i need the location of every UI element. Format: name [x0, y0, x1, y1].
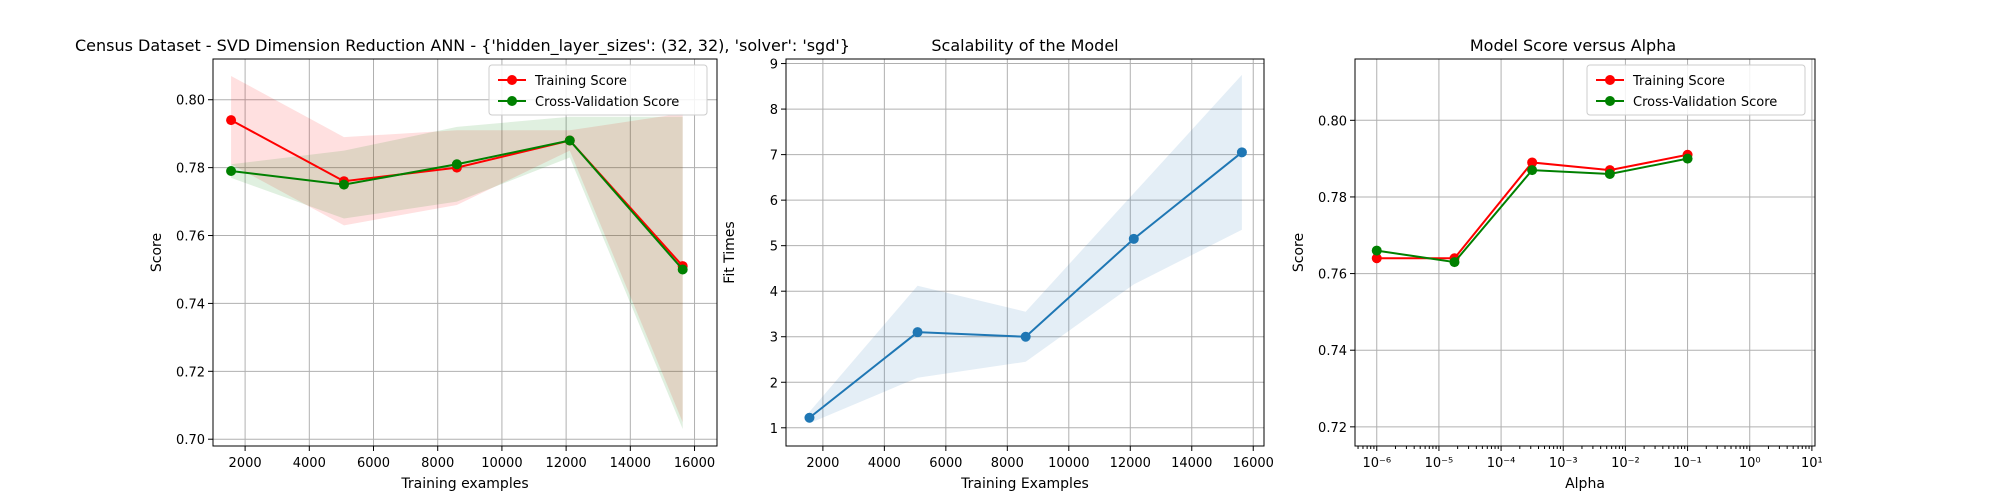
- alpha-chart-group: [1350, 58, 1816, 451]
- scalability-chart-data-point: [1236, 147, 1247, 158]
- alpha-chart-y-tick-label: 0.72: [1318, 421, 1347, 436]
- alpha-chart-x-tick-label: 10⁻¹: [1673, 456, 1702, 471]
- scalability-chart-y-tick-label: 1: [770, 422, 778, 437]
- alpha-chart-legend-marker-0: [1605, 75, 1615, 85]
- alpha-chart-data-point: [1371, 253, 1382, 264]
- scalability-chart-x-axis-label: Training Examples: [960, 476, 1089, 492]
- scalability-chart-x-tick-label: 6000: [929, 456, 962, 471]
- score-chart-axes-frame: [212, 58, 718, 447]
- alpha-chart-data-point: [1527, 157, 1538, 168]
- score-chart-legend-marker-1: [507, 96, 517, 106]
- score-chart-y-tick-label: 0.78: [176, 162, 205, 177]
- alpha-chart-y-tick-label: 0.80: [1318, 114, 1347, 129]
- scalability-chart-x-tick-label: 10000: [1048, 456, 1089, 471]
- alpha-chart-x-tick-label: 10⁻⁴: [1487, 456, 1516, 471]
- alpha-chart-legend-box: [1586, 64, 1806, 116]
- scalability-chart-title: Scalability of the Model: [931, 36, 1118, 55]
- score-chart-band-1: [231, 116, 683, 430]
- alpha-chart-x-axis-label: Alpha: [1565, 476, 1605, 492]
- score-chart-x-tick-label: 14000: [610, 456, 651, 471]
- alpha-chart-x-tick-label: 10⁻²: [1611, 456, 1640, 471]
- scalability-chart-group: [781, 58, 1265, 451]
- score-chart-x-tick-label: 6000: [357, 456, 390, 471]
- scalability-chart-data-point: [1128, 233, 1139, 244]
- scalability-chart-y-tick-label: 2: [770, 376, 778, 391]
- scalability-chart-y-tick-label: 3: [770, 331, 778, 346]
- scalability-chart-y-tick-label: 6: [770, 194, 778, 209]
- scalability-chart-band-0: [809, 74, 1242, 424]
- score-chart-band-0: [231, 75, 683, 423]
- score-chart-legend-label-1: Cross-Validation Score: [535, 95, 679, 110]
- score-chart-legend-box: [488, 64, 708, 116]
- score-chart-data-point: [451, 159, 462, 170]
- scalability-chart-y-axis-label: Fit Times: [722, 221, 738, 283]
- alpha-chart-title: Model Score versus Alpha: [1470, 36, 1676, 55]
- alpha-chart-axes-frame: [1354, 58, 1816, 447]
- score-chart-group: [208, 58, 718, 451]
- scalability-chart-y-tick-label: 8: [770, 103, 778, 118]
- scalability-chart-x-tick-label: 8000: [991, 456, 1024, 471]
- scalability-chart-y-tick-label: 4: [770, 285, 778, 300]
- scalability-chart-data-point: [1020, 331, 1031, 342]
- scalability-chart-x-tick-label: 12000: [1110, 456, 1151, 471]
- score-chart-x-tick-label: 2000: [229, 456, 262, 471]
- alpha-chart-data-point: [1604, 168, 1615, 179]
- scalability-chart-axes-frame: [785, 58, 1265, 447]
- score-chart-x-tick-label: 16000: [674, 456, 715, 471]
- alpha-chart-data-point: [1449, 257, 1460, 268]
- alpha-chart-legend-label-1: Cross-Validation Score: [1633, 95, 1777, 110]
- scalability-chart-x-tick-label: 4000: [868, 456, 901, 471]
- alpha-chart-legend-label-0: Training Score: [1632, 74, 1725, 89]
- score-chart-y-tick-label: 0.76: [176, 230, 205, 245]
- scalability-chart-x-tick-label: 14000: [1171, 456, 1212, 471]
- score-chart-y-tick-label: 0.74: [176, 297, 205, 312]
- score-chart-data-point: [677, 264, 688, 275]
- alpha-chart-y-tick-label: 0.78: [1318, 191, 1347, 206]
- scalability-chart-data-point: [912, 327, 923, 338]
- score-chart-data-point: [338, 179, 349, 190]
- alpha-chart-legend-marker-1: [1605, 96, 1615, 106]
- scalability-chart-data-point: [804, 412, 815, 423]
- score-chart-x-tick-label: 10000: [481, 456, 522, 471]
- score-chart-data-point: [226, 115, 237, 126]
- score-chart-y-axis-label: Score: [149, 233, 165, 272]
- score-chart-x-tick-label: 4000: [293, 456, 326, 471]
- score-chart-data-point: [226, 166, 237, 177]
- scalability-chart-x-tick-label: 2000: [806, 456, 839, 471]
- alpha-chart-x-tick-label: 10⁰: [1739, 456, 1761, 471]
- alpha-chart-y-axis-label: Score: [1291, 233, 1307, 272]
- figure-suptitle: Census Dataset - SVD Dimension Reduction…: [75, 36, 850, 56]
- alpha-chart-x-tick-label: 10¹: [1801, 456, 1823, 471]
- scalability-chart-y-tick-label: 9: [770, 58, 778, 73]
- alpha-chart-data-point: [1527, 165, 1538, 176]
- alpha-chart-x-tick-label: 10⁻⁶: [1362, 456, 1391, 471]
- score-chart-x-axis-label: Training examples: [400, 476, 528, 492]
- score-chart-y-tick-label: 0.70: [176, 433, 205, 448]
- score-chart-legend-marker-0: [507, 75, 517, 85]
- alpha-chart-x-tick-label: 10⁻⁵: [1425, 456, 1454, 471]
- alpha-chart-y-tick-label: 0.74: [1318, 344, 1347, 359]
- alpha-chart-x-tick-label: 10⁻³: [1549, 456, 1578, 471]
- alpha-chart-y-tick-label: 0.76: [1318, 268, 1347, 283]
- score-chart-legend-label-0: Training Score: [534, 74, 627, 89]
- score-chart-x-tick-label: 12000: [545, 456, 586, 471]
- scalability-chart-x-tick-label: 16000: [1233, 456, 1274, 471]
- scalability-chart-y-tick-label: 5: [770, 240, 778, 255]
- score-chart-x-tick-label: 8000: [421, 456, 454, 471]
- alpha-chart-data-point: [1371, 245, 1382, 256]
- alpha-chart-data-point: [1682, 153, 1693, 164]
- score-chart-y-tick-label: 0.80: [176, 94, 205, 109]
- scalability-chart-y-tick-label: 7: [770, 149, 778, 164]
- score-chart-data-point: [564, 135, 575, 146]
- score-chart-y-tick-label: 0.72: [176, 365, 205, 380]
